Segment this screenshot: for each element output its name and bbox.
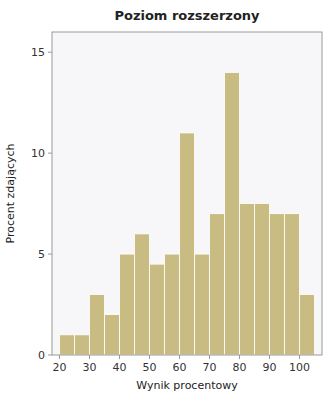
x-tick <box>89 355 90 359</box>
bar <box>255 204 270 355</box>
x-tick-label: 40 <box>113 361 127 374</box>
bar <box>285 214 300 355</box>
x-tick-label: 70 <box>203 361 217 374</box>
x-tick <box>269 355 270 359</box>
bar <box>210 214 225 355</box>
x-tick-label: 50 <box>143 361 157 374</box>
y-tick <box>48 254 52 255</box>
x-tick-label: 80 <box>233 361 247 374</box>
x-tick <box>119 355 120 359</box>
bar <box>270 214 285 355</box>
x-tick <box>179 355 180 359</box>
y-tick-label: 0 <box>38 349 45 362</box>
bar <box>225 72 240 355</box>
bar <box>60 335 75 355</box>
bar <box>75 335 90 355</box>
y-tick-label: 5 <box>38 248 45 261</box>
x-tick <box>209 355 210 359</box>
bar <box>195 254 210 355</box>
y-tick <box>48 153 52 154</box>
y-axis-label: Procent zdających <box>4 144 17 244</box>
bar <box>180 133 195 355</box>
y-tick <box>48 355 52 356</box>
x-tick <box>239 355 240 359</box>
x-tick <box>149 355 150 359</box>
y-tick-label: 10 <box>31 147 45 160</box>
bars <box>60 72 315 355</box>
plot-frame <box>52 32 322 355</box>
chart-container: 20 30 40 50 60 70 80 90 100 0 5 10 15 Poziom rozszerz… <box>0 0 334 401</box>
title: Poziom rozszerzony <box>114 8 260 23</box>
bar <box>300 294 315 355</box>
bar <box>90 294 105 355</box>
x-tick-label: 90 <box>263 361 277 374</box>
bar <box>150 264 165 355</box>
bar <box>105 315 120 355</box>
x-tick-label: 60 <box>173 361 187 374</box>
x-axis-label: Wynik procentowy <box>136 379 238 392</box>
bar <box>120 254 135 355</box>
x-tick <box>59 355 60 359</box>
bar <box>240 204 255 355</box>
x-tick-label: 30 <box>83 361 97 374</box>
y-tick <box>48 52 52 53</box>
plot-background <box>52 32 322 355</box>
y-tick-label: 15 <box>31 46 45 59</box>
x-tick-label: 100 <box>289 361 310 374</box>
x-tick <box>299 355 300 359</box>
x-tick-label: 20 <box>53 361 67 374</box>
bar <box>135 234 150 355</box>
bar <box>165 254 180 355</box>
chart: 20 30 40 50 60 70 80 90 100 0 5 10 15 Poziom rozszerz… <box>0 0 334 401</box>
